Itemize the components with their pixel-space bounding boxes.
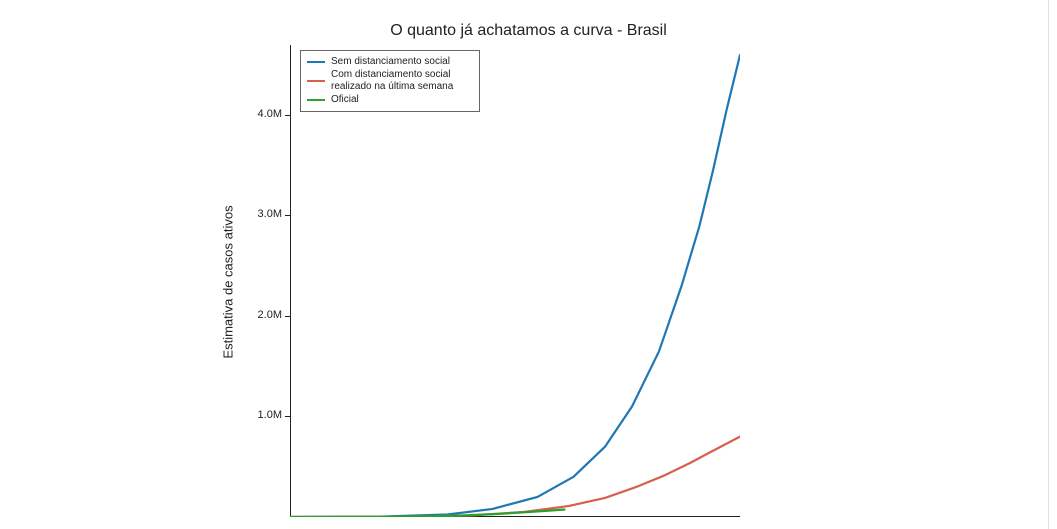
series-line	[290, 55, 740, 517]
y-axis-label: Estimativa de casos ativos	[221, 205, 236, 358]
series-line	[290, 437, 740, 517]
series-line	[290, 509, 565, 517]
legend-item: Com distanciamento social realizado na ú…	[307, 69, 471, 93]
y-tick-label: 2.0M	[258, 309, 282, 321]
plot-svg	[290, 45, 740, 517]
legend-swatch-icon	[307, 80, 325, 82]
legend-swatch-icon	[307, 61, 325, 63]
legend-item-label: Oficial	[331, 94, 359, 106]
y-tick-label: 4.0M	[258, 108, 282, 120]
y-tick-label: 3.0M	[258, 208, 282, 220]
panel-right-border	[1048, 0, 1049, 529]
legend-item-label: Com distanciamento social realizado na ú…	[331, 69, 471, 93]
chart-title: O quanto já achatamos a curva - Brasil	[0, 22, 1057, 40]
y-tick-label: 1.0M	[258, 409, 282, 421]
legend: Sem distanciamento social Com distanciam…	[300, 50, 480, 112]
legend-item: Sem distanciamento social	[307, 56, 471, 68]
chart-stage: O quanto já achatamos a curva - Brasil E…	[0, 0, 1057, 529]
legend-swatch-icon	[307, 99, 325, 101]
legend-item-label: Sem distanciamento social	[331, 56, 450, 68]
legend-item: Oficial	[307, 94, 471, 106]
